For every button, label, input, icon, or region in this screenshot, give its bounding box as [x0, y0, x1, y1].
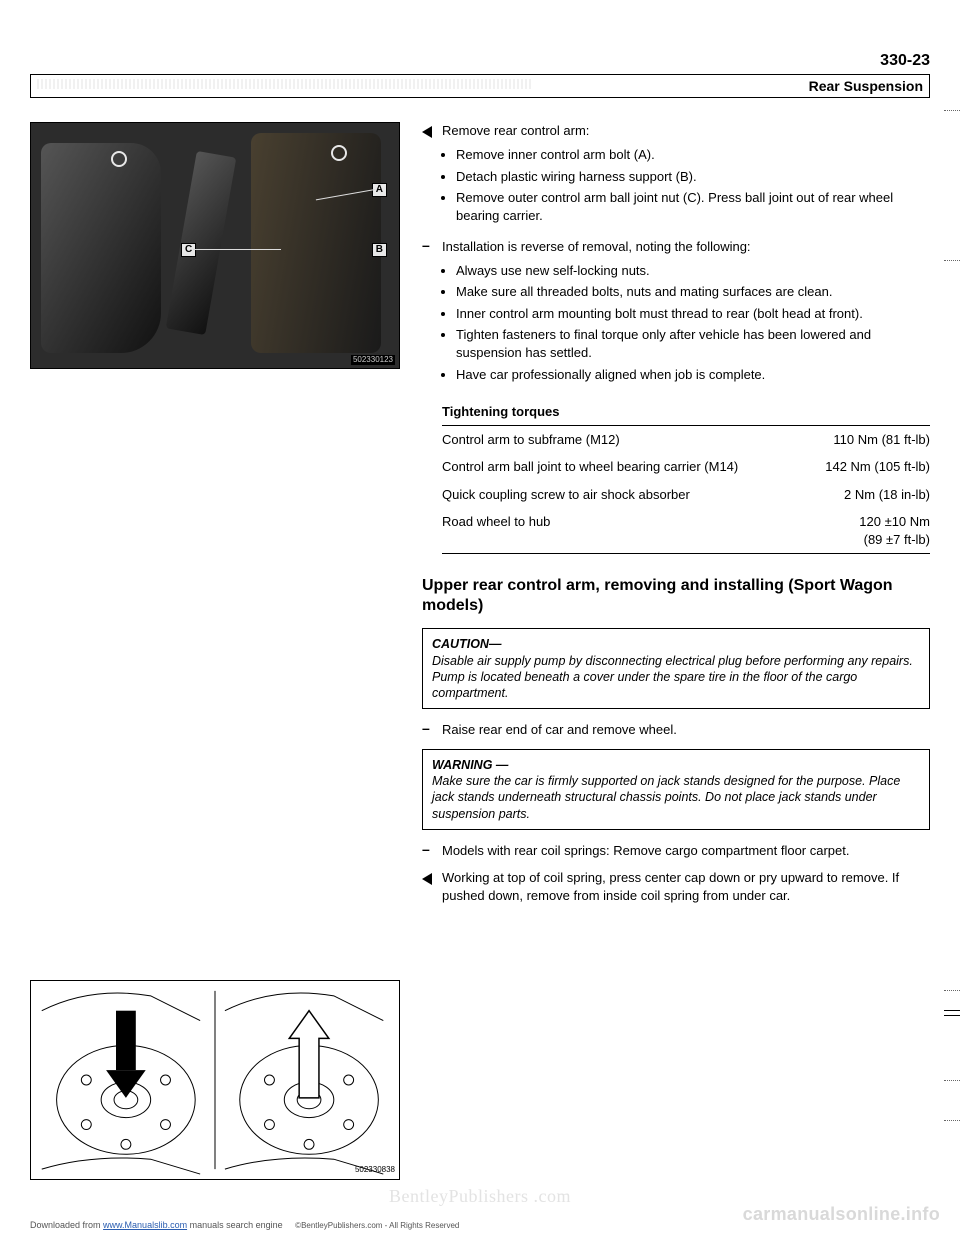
caution-box: CAUTION— Disable air supply pump by disc… — [422, 628, 930, 709]
warning-text: Make sure the car is firmly supported on… — [432, 774, 900, 821]
section-heading: Upper rear control arm, removing and ins… — [422, 576, 930, 616]
torques-title: Tightening torques — [442, 403, 930, 421]
page-footer: Downloaded from www.Manualslib.com manua… — [30, 1219, 459, 1232]
step2-bullet: Always use new self-locking nuts. — [456, 262, 930, 280]
photo-label-b: B — [372, 243, 387, 257]
drawing-id: 502330838 — [355, 1165, 395, 1176]
tq-desc: Control arm ball joint to wheel bearing … — [442, 458, 800, 476]
step2-bullet: Tighten fasteners to final torque only a… — [456, 326, 930, 361]
site-watermark: carmanualsonline.info — [743, 1202, 940, 1226]
tq-desc: Control arm to subframe (M12) — [442, 431, 800, 449]
page-number: 330-23 — [30, 50, 930, 72]
step1-lead: Remove rear control arm: — [442, 122, 930, 140]
footer-copyright: ©BentleyPublishers.com - All Rights Rese… — [295, 1221, 459, 1230]
torques-table: Control arm to subframe (M12) 110 Nm (81… — [442, 425, 930, 555]
warning-label: WARNING — — [432, 758, 508, 772]
footer-link[interactable]: www.Manualslib.com — [103, 1220, 187, 1230]
step-arrow-icon — [422, 126, 432, 138]
tq-val: 110 Nm (81 ft-lb) — [800, 431, 930, 449]
warning-box: WARNING — Make sure the car is firmly su… — [422, 749, 930, 830]
caution-label: CAUTION— — [432, 637, 501, 651]
step1-bullet: Remove inner control arm bolt (A). — [456, 146, 930, 164]
photo-label-c: C — [181, 243, 196, 257]
step1-bullet: Remove outer control arm ball joint nut … — [456, 189, 930, 224]
step2-bullet: Inner control arm mounting bolt must thr… — [456, 305, 930, 323]
step5-lead: Working at top of coil spring, press cen… — [442, 869, 930, 904]
step-arrow-icon — [422, 873, 432, 885]
photo-rear-control-arm: A B C 502330123 — [30, 122, 400, 369]
header-title: Rear Suspension — [809, 78, 923, 94]
scan-edge-marks — [942, 0, 960, 935]
footer-prefix: Downloaded from — [30, 1220, 103, 1230]
tq-desc: Quick coupling screw to air shock absorb… — [442, 486, 800, 504]
caution-text: Disable air supply pump by disconnecting… — [432, 654, 913, 701]
step3-lead: Raise rear end of car and remove wheel. — [442, 721, 930, 739]
tq-val: 120 ±10 Nm (89 ±7 ft-lb) — [800, 513, 930, 548]
dash-icon: – — [422, 842, 442, 860]
tq-val: 142 Nm (105 ft-lb) — [800, 458, 930, 476]
photo-label-a: A — [372, 183, 387, 197]
tq-val: 2 Nm (18 in-lb) — [800, 486, 930, 504]
step4-lead: Models with rear coil springs: Remove ca… — [442, 842, 930, 860]
step1-bullet: Detach plastic wiring harness support (B… — [456, 168, 930, 186]
coil-spring-cap-drawing: 502330838 — [30, 980, 400, 1180]
publisher-watermark: BentleyPublishers .com — [389, 1184, 571, 1208]
footer-suffix: manuals search engine — [190, 1220, 283, 1230]
tq-desc: Road wheel to hub — [442, 513, 800, 548]
step2-bullet: Have car professionally aligned when job… — [456, 366, 930, 384]
step2-bullet: Make sure all threaded bolts, nuts and m… — [456, 283, 930, 301]
dash-icon: – — [422, 238, 442, 387]
dash-icon: – — [422, 721, 442, 739]
step2-lead: Installation is reverse of removal, noti… — [442, 238, 930, 256]
header-title-box: Rear Suspension — [30, 74, 930, 99]
photo-id: 502330123 — [351, 355, 395, 366]
